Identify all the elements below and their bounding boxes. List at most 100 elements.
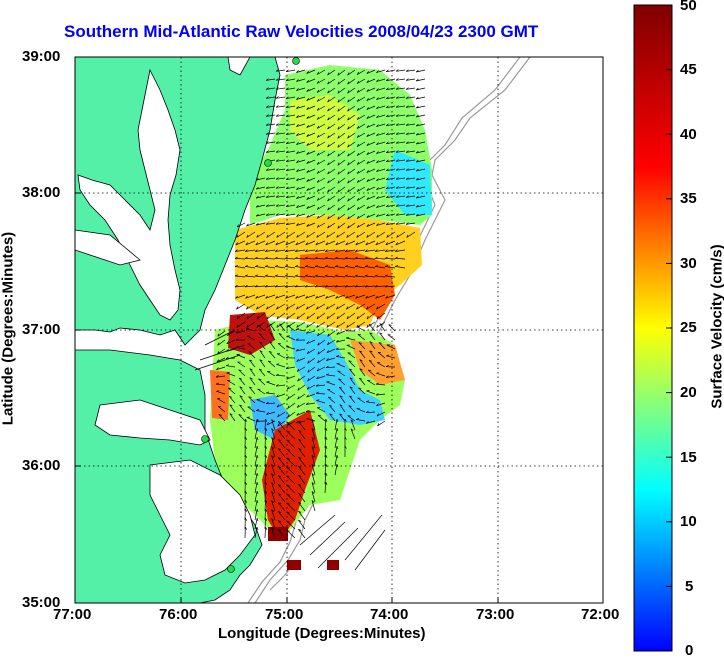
current-vector-head: [395, 150, 399, 153]
current-vector: [396, 69, 406, 72]
current-vector: [286, 476, 296, 485]
current-vector: [276, 384, 286, 387]
current-vector: [204, 329, 236, 346]
current-vector-head: [316, 399, 320, 401]
colorbar-tick-label: 0: [685, 642, 694, 659]
current-vector-head: [376, 169, 379, 172]
current-vector-head: [405, 69, 409, 72]
current-vector: [254, 518, 258, 530]
current-vector: [306, 114, 316, 119]
current-vector: [346, 344, 356, 350]
current-vector: [274, 258, 286, 260]
station-marker: [292, 57, 300, 65]
current-vector-head: [298, 519, 302, 522]
current-vector: [306, 159, 316, 164]
current-vector: [311, 446, 316, 458]
current-vector: [416, 132, 426, 136]
current-vector-head: [256, 482, 259, 486]
current-vector: [276, 204, 286, 207]
current-vector: [264, 445, 266, 458]
current-vector: [366, 69, 376, 74]
current-vector: [286, 431, 296, 440]
current-vector: [254, 258, 266, 260]
current-vector-head: [235, 338, 239, 341]
current-vector: [335, 266, 346, 269]
current-vector: [215, 383, 226, 386]
current-vector: [296, 303, 306, 310]
current-vector: [325, 366, 336, 369]
current-vector: [376, 402, 386, 407]
current-vector-head: [314, 256, 318, 259]
current-vector: [406, 96, 416, 99]
current-vector: [276, 69, 286, 72]
current-vector-head: [347, 144, 350, 148]
current-vector-head: [385, 159, 389, 163]
current-vector-head: [306, 178, 309, 182]
current-vector-head: [296, 160, 299, 163]
current-vector-head: [307, 360, 310, 364]
current-vector-head: [277, 529, 282, 531]
current-vector: [337, 222, 346, 229]
current-vector: [376, 393, 386, 396]
current-vector: [235, 275, 246, 278]
current-vector: [277, 343, 286, 350]
current-vector-head: [265, 204, 269, 207]
current-vector: [286, 512, 296, 521]
current-vector-head: [354, 284, 358, 288]
current-vector-head: [316, 188, 320, 192]
current-vector: [345, 266, 356, 269]
current-vector: [386, 168, 396, 172]
current-vector: [327, 389, 336, 395]
current-vector-head: [275, 105, 279, 108]
current-vector: [355, 275, 366, 278]
current-vector-head: [385, 87, 389, 91]
current-vector-head: [347, 108, 350, 112]
current-vector: [276, 393, 286, 398]
current-vector: [286, 449, 296, 458]
current-vector: [386, 355, 396, 359]
current-vector-head: [347, 171, 350, 175]
current-vector: [358, 342, 366, 350]
current-vector: [254, 500, 258, 512]
current-vector-head: [286, 422, 290, 424]
current-vector-head: [356, 170, 360, 174]
current-vector-head: [385, 105, 389, 109]
current-vector-head: [314, 284, 318, 288]
current-vector: [275, 266, 286, 269]
current-vector-head: [256, 527, 259, 531]
current-vector-head: [327, 117, 330, 121]
current-vector: [311, 482, 316, 494]
current-vector-head: [365, 400, 370, 403]
current-vector-head: [276, 404, 279, 408]
current-vector: [304, 285, 316, 288]
current-vector: [376, 123, 386, 127]
current-vector-head: [306, 324, 309, 328]
current-vector: [315, 392, 326, 395]
current-vector-head: [266, 316, 269, 320]
current-vector: [256, 195, 266, 199]
current-vector: [326, 381, 336, 386]
current-vector-head: [265, 517, 268, 521]
current-vector: [266, 303, 276, 310]
current-vector-head: [306, 196, 309, 200]
current-vector-head: [364, 256, 368, 259]
current-vector-head: [275, 186, 279, 189]
current-vector-head: [336, 331, 339, 335]
current-vector: [217, 398, 226, 404]
current-vector: [324, 436, 327, 449]
current-vector: [386, 186, 396, 190]
current-vector-head: [388, 324, 392, 326]
current-vector: [406, 87, 416, 90]
current-vector-head: [394, 249, 398, 252]
current-vector: [287, 402, 296, 409]
current-vector: [386, 177, 396, 181]
current-vector-head: [386, 234, 389, 238]
current-vector-head: [255, 242, 258, 246]
current-vector: [376, 87, 386, 91]
current-vector-head: [298, 420, 302, 423]
current-vector-head: [245, 242, 248, 246]
current-vector-head: [294, 274, 298, 277]
current-vector-head: [306, 306, 309, 310]
current-vector-head: [316, 161, 320, 165]
current-vector: [317, 177, 326, 183]
